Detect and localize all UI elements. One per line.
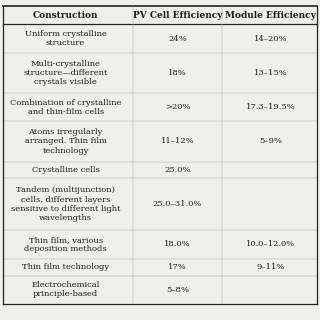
Text: 24%: 24% <box>168 35 187 43</box>
Text: 10.0–12.0%: 10.0–12.0% <box>246 240 295 248</box>
Text: 18.0%: 18.0% <box>164 240 191 248</box>
Text: Combination of crystalline
and thin-film cells: Combination of crystalline and thin-film… <box>10 99 121 116</box>
Text: >20%: >20% <box>165 103 190 111</box>
Text: 25.0–31.0%: 25.0–31.0% <box>153 200 202 208</box>
Text: Thin film, various
deposition methods: Thin film, various deposition methods <box>24 236 107 253</box>
Text: Construction: Construction <box>33 11 98 20</box>
Text: Atoms irregularly
arranged. Thin film
technology: Atoms irregularly arranged. Thin film te… <box>25 128 107 155</box>
Text: PV Cell Efficiency: PV Cell Efficiency <box>133 11 222 20</box>
Text: 5–9%: 5–9% <box>259 138 282 146</box>
Text: 11–12%: 11–12% <box>161 138 195 146</box>
Text: Uniform crystalline
structure: Uniform crystalline structure <box>25 30 107 47</box>
Text: Crystalline cells: Crystalline cells <box>32 166 100 174</box>
Text: 25.0%: 25.0% <box>164 166 191 174</box>
Text: 17.3–19.5%: 17.3–19.5% <box>245 103 295 111</box>
Text: Tandem (multijunction)
cells, different layers
sensitive to different light
wave: Tandem (multijunction) cells, different … <box>11 187 120 222</box>
Text: 17%: 17% <box>168 263 187 271</box>
Text: 14–20%: 14–20% <box>253 35 287 43</box>
Text: Electrochemical
principle-based: Electrochemical principle-based <box>31 281 100 298</box>
Text: 9–11%: 9–11% <box>256 263 284 271</box>
Text: 5–8%: 5–8% <box>166 286 189 294</box>
Text: 13–15%: 13–15% <box>253 69 287 77</box>
Text: Multi-crystalline
structure—different
crystals visible: Multi-crystalline structure—different cr… <box>23 60 108 86</box>
Text: Thin film technology: Thin film technology <box>22 263 109 271</box>
Text: Module Efficiency: Module Efficiency <box>225 11 316 20</box>
Text: 18%: 18% <box>168 69 187 77</box>
